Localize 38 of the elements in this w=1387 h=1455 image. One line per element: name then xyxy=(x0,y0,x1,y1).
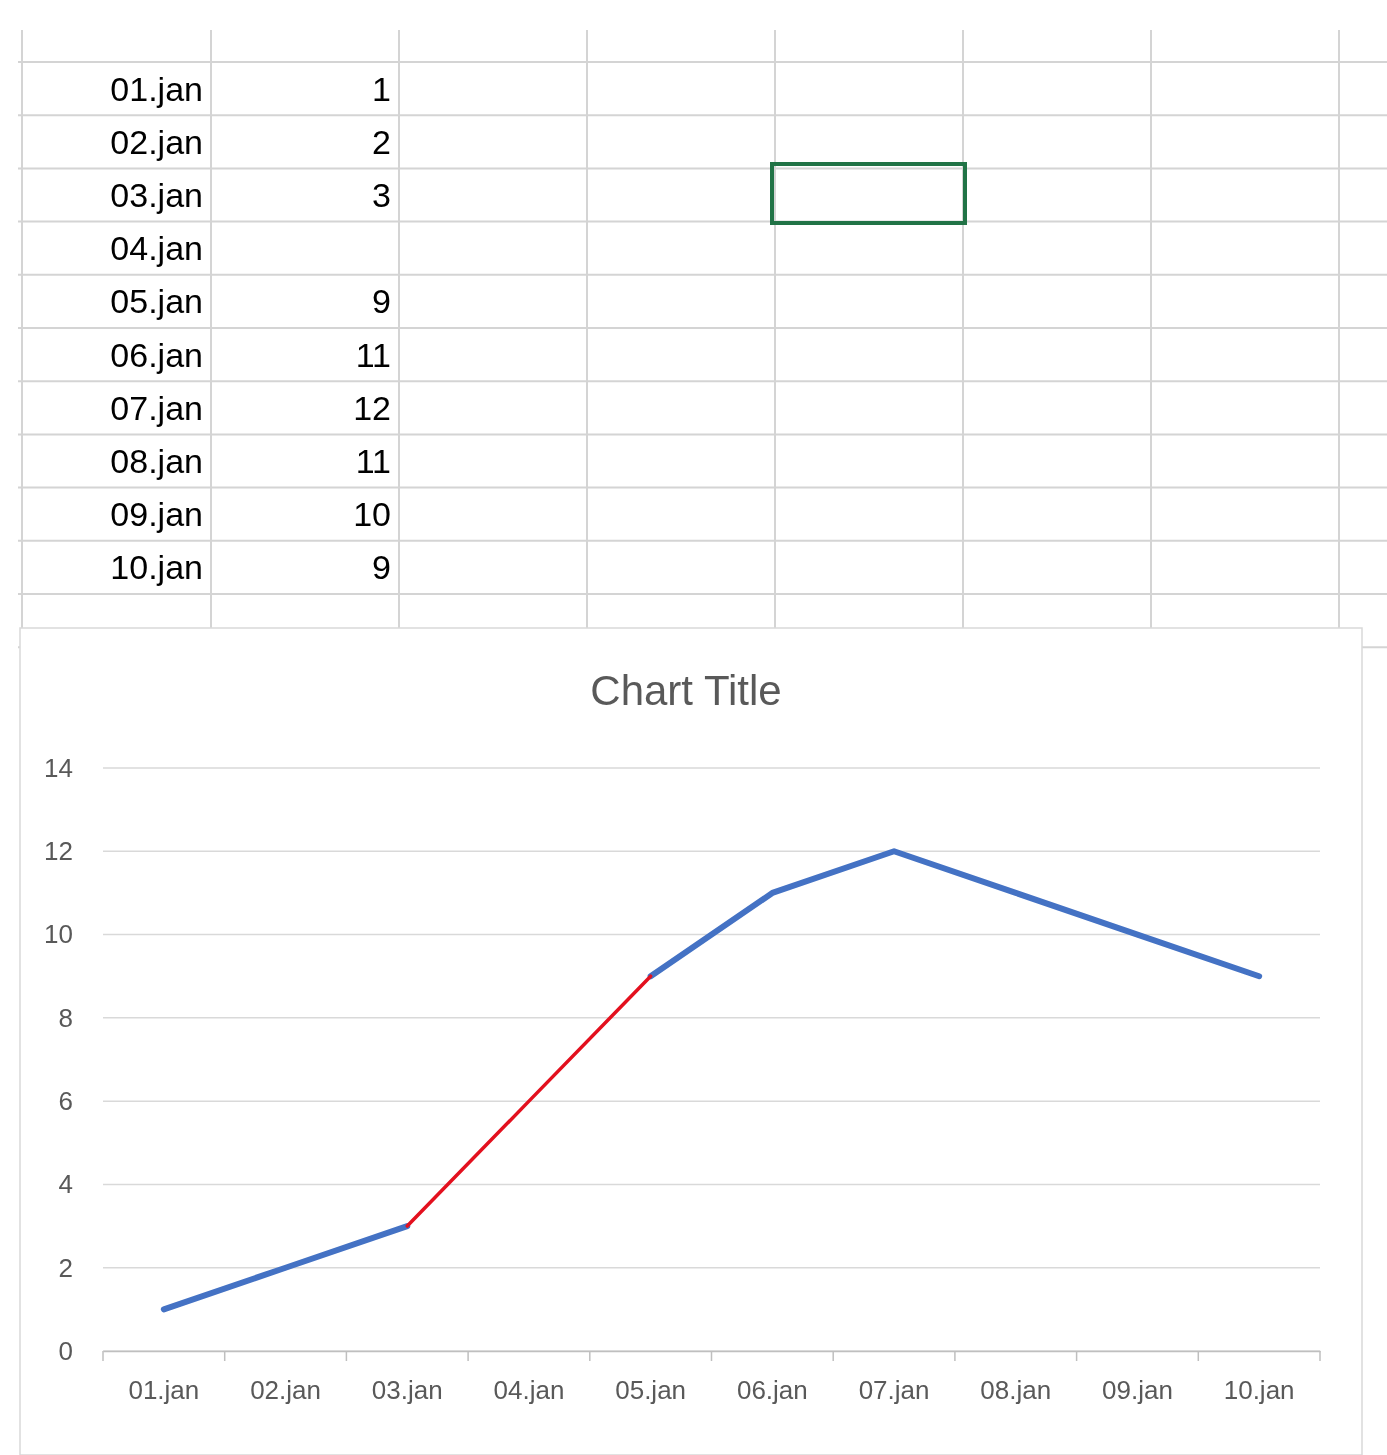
x-tick-label: 07.jan xyxy=(858,1375,930,1406)
y-tick-label: 12 xyxy=(44,836,73,867)
data-label: 10 xyxy=(353,495,391,534)
category-label: 07.jan xyxy=(110,388,203,427)
x-tick-label: 09.jan xyxy=(1102,1375,1173,1406)
category-label: 09.jan xyxy=(110,495,203,534)
category-label: 04.jan xyxy=(110,229,203,268)
category-label: 05.jan xyxy=(110,282,203,321)
x-tick-label: 10.jan xyxy=(1223,1375,1295,1406)
y-tick-label: 10 xyxy=(44,919,73,950)
y-tick-label: 14 xyxy=(44,752,73,783)
data-label: 11 xyxy=(355,442,391,480)
data-label: 11 xyxy=(355,335,391,374)
chart-title: Chart Title xyxy=(590,667,782,714)
data-label: 2 xyxy=(372,122,391,161)
x-tick-label: 05.jan xyxy=(615,1375,687,1406)
category-label: 02.jan xyxy=(110,122,203,161)
x-tick-label: 08.jan xyxy=(980,1375,1052,1406)
category-label: 06.jan xyxy=(110,335,203,374)
y-tick-label: 6 xyxy=(58,1085,73,1116)
y-tick-label: 8 xyxy=(58,1002,73,1033)
data-label: 9 xyxy=(372,548,391,587)
category-label: 10.jan xyxy=(110,548,203,587)
x-tick-label: 04.jan xyxy=(493,1375,565,1406)
data-label: 1 xyxy=(372,69,391,108)
category-label: 08.jan xyxy=(110,442,203,480)
x-tick-label: 03.jan xyxy=(371,1375,443,1406)
data-label: 9 xyxy=(372,282,391,321)
x-tick-label: 02.jan xyxy=(250,1375,321,1406)
x-tick-label: 01.jan xyxy=(128,1375,200,1406)
data-label: 3 xyxy=(372,176,391,214)
y-tick-label: 2 xyxy=(58,1252,73,1283)
category-label: 01.jan xyxy=(110,69,203,108)
x-tick-label: 06.jan xyxy=(736,1375,808,1406)
y-tick-label: 4 xyxy=(58,1169,73,1200)
y-tick-label: 0 xyxy=(58,1335,73,1366)
category-label: 03.jan xyxy=(110,176,203,214)
data-label: 12 xyxy=(353,388,391,427)
